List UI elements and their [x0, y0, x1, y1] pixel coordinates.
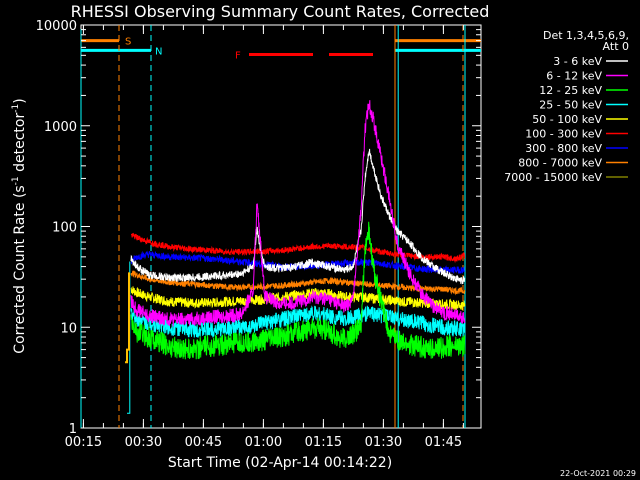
legend-header-line: Det 1,3,4,5,6,9, [543, 29, 629, 42]
legend-label: 50 - 100 keV [532, 113, 602, 126]
y-tick-label: 1 [69, 422, 77, 437]
x-tick-label: 00:15 [65, 435, 102, 450]
legend-label: 12 - 25 keV [539, 84, 602, 97]
y-axis-label-sup: -1 [11, 176, 21, 185]
yellow-start-step [125, 272, 130, 364]
y-tick-label: 10000 [36, 19, 77, 34]
legend-label: 300 - 800 keV [525, 142, 602, 155]
y-axis-label-main: Corrected Count Rate (s [12, 185, 28, 353]
series-line-3-6keV [130, 148, 466, 285]
legend: Det 1,3,4,5,6,9,Att 03 - 6 keV 6 - 12 keV… [504, 29, 629, 184]
y-axis-label-tail: detector [12, 113, 28, 177]
axis-layer: 1 10 100 1000 10000 00:15 00:30 00:45 01:00 01:15… [36, 19, 481, 450]
legend-label: 25 - 50 keV [539, 99, 602, 112]
y-tick-label: 100 [52, 221, 77, 236]
s-flag-label: S [125, 37, 131, 48]
y-tick-label: 10 [60, 321, 77, 336]
x-tick-label: 00:30 [125, 435, 162, 450]
y-tick-label: 1000 [44, 120, 77, 135]
x-tick-label: 01:45 [425, 435, 462, 450]
x-tick-label: 01:15 [305, 435, 342, 450]
legend-label: 6 - 12 keV [546, 70, 602, 83]
x-tick-label: 01:00 [245, 435, 282, 450]
legend-label: 3 - 6 keV [553, 55, 602, 68]
legend-label: 800 - 7000 keV [518, 157, 602, 170]
series-line-25-50keV [130, 305, 466, 338]
y-axis-label-end: ) [12, 98, 28, 103]
series-layer [130, 100, 466, 360]
footer-timestamp: 22-Oct-2021 00:29 [560, 469, 636, 478]
legend-header-line: Att 0 [603, 40, 629, 53]
y-axis-label: Corrected Count Rate (s-1 detector-1) [11, 98, 28, 353]
x-tick-label: 01:30 [365, 435, 402, 450]
legend-label: 7000 - 15000 keV [504, 171, 602, 184]
n-flag-label: N [155, 46, 162, 57]
legend-label: 100 - 300 keV [525, 128, 602, 141]
chart-title: RHESSI Observing Summary Count Rates, Co… [71, 2, 490, 21]
series-line-800-7000keV [130, 270, 466, 296]
series-line-6-12keV [130, 100, 466, 327]
f-flag-label: F [235, 50, 241, 61]
x-axis-label: Start Time (02-Apr-14 00:14:22) [168, 455, 392, 471]
series-line-100-300keV [130, 232, 466, 264]
series-line-12-25keV [130, 221, 466, 360]
attenuator-state-layer: S N F [80, 25, 481, 428]
x-tick-label: 00:45 [185, 435, 222, 450]
plot-frame [80, 24, 482, 429]
y-axis-label-sup-2: -1 [11, 104, 21, 113]
